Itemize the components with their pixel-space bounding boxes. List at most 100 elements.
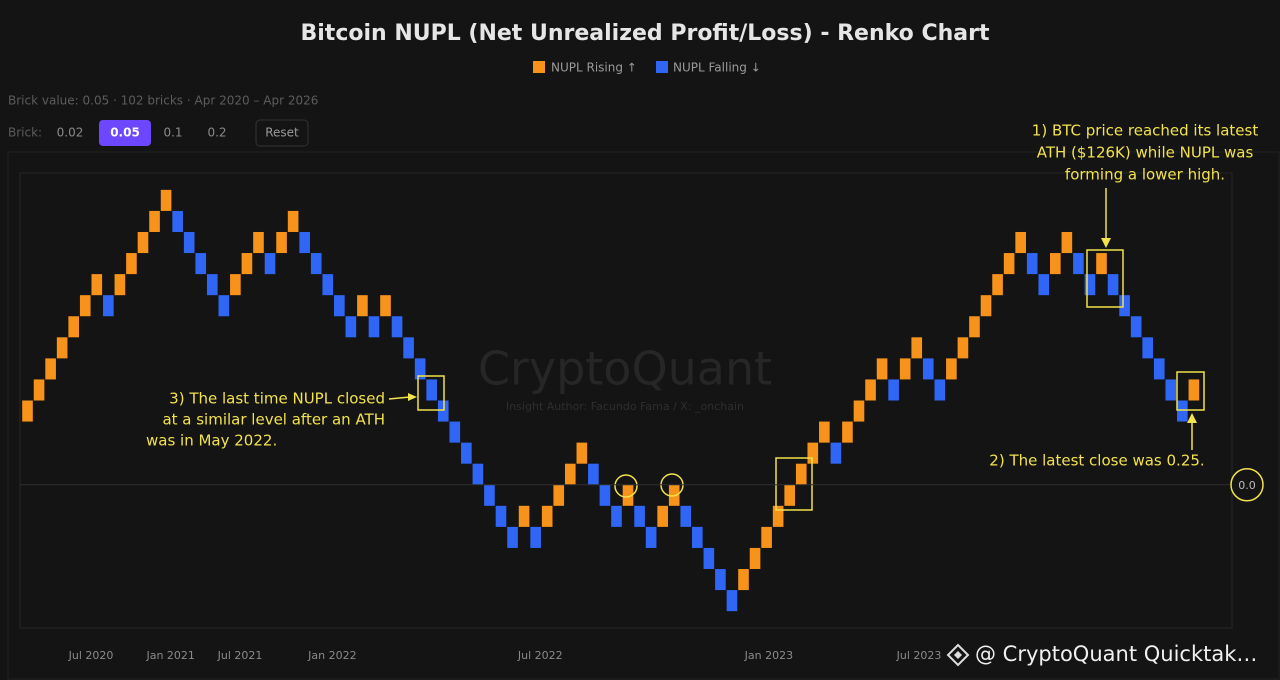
brick	[634, 505, 645, 527]
brick	[541, 505, 553, 527]
brick	[553, 484, 565, 506]
brick	[103, 295, 114, 317]
brick	[922, 358, 934, 380]
brick	[1188, 379, 1200, 401]
brick	[472, 463, 484, 485]
reset-button[interactable]	[255, 119, 309, 147]
brick	[195, 253, 207, 275]
brick	[449, 421, 461, 443]
brick	[819, 421, 830, 443]
brick	[911, 337, 923, 359]
brick	[518, 505, 530, 527]
brick	[795, 463, 807, 485]
brick	[461, 442, 472, 464]
brick	[1130, 316, 1142, 338]
brick	[1038, 274, 1050, 296]
arrow-head	[1101, 238, 1111, 248]
brick	[865, 379, 876, 401]
brick	[230, 274, 241, 296]
brick	[599, 484, 611, 506]
highlight-box	[775, 457, 813, 511]
y-tick-badge	[1230, 468, 1264, 502]
brick	[853, 400, 865, 422]
info-line: Brick value: 0.05 · 102 bricks · Apr 202…	[8, 94, 318, 108]
brick	[888, 379, 899, 401]
watermark: CryptoQuant	[478, 342, 772, 396]
plot-area	[19, 172, 1233, 629]
brick-label: Brick:	[8, 126, 42, 140]
brick	[749, 547, 761, 570]
x-tick-label: Jan 2022	[307, 649, 356, 662]
x-tick-label: Jul 2021	[217, 649, 263, 662]
annotation-line: 3) The last time NUPL closed	[169, 390, 385, 408]
brick	[1119, 295, 1130, 317]
x-tick-label: Jul 2020	[68, 649, 114, 662]
brick	[703, 547, 715, 570]
brick	[611, 505, 622, 527]
brick	[287, 210, 299, 232]
brick-option: 0.1	[163, 126, 182, 140]
legend-swatch	[656, 61, 668, 73]
x-tick-label: Jul 2023	[896, 649, 942, 662]
brick	[1061, 231, 1073, 254]
brick	[622, 484, 634, 506]
brick	[772, 505, 784, 527]
annotation-line: at a similar level after an ATH	[162, 411, 385, 429]
highlight-box	[1176, 371, 1205, 411]
legend-swatch	[533, 61, 545, 73]
brick	[403, 337, 414, 359]
brick	[22, 400, 33, 422]
annotation-line: was in May 2022.	[146, 432, 277, 450]
arrow	[388, 396, 411, 400]
brick	[137, 231, 149, 254]
brick	[437, 400, 449, 422]
highlight-box	[417, 375, 445, 411]
brick	[310, 253, 322, 275]
brick	[957, 337, 969, 359]
arrow-head	[1187, 413, 1197, 423]
brick	[345, 316, 357, 338]
brick	[564, 463, 576, 485]
brick	[726, 590, 738, 612]
brick	[1153, 358, 1165, 380]
brick	[588, 463, 599, 485]
brick	[830, 442, 842, 464]
brick	[172, 210, 183, 232]
brick-option: 0.02	[57, 126, 84, 140]
brick	[1026, 253, 1038, 275]
highlight-box	[1086, 249, 1124, 308]
annotation-line: ATH ($126K) while NUPL was	[1037, 144, 1254, 162]
brick	[206, 274, 218, 296]
brick	[899, 358, 911, 380]
brick	[980, 295, 992, 317]
legend-label: NUPL Rising ↑	[551, 61, 637, 75]
brick-controls: 0.02 0.05 0.1 0.2	[57, 120, 227, 146]
brick	[160, 189, 172, 211]
brick	[56, 337, 68, 359]
footer-logo	[946, 643, 970, 667]
brick	[738, 569, 749, 591]
brick	[114, 274, 126, 296]
brick	[1142, 337, 1154, 359]
bricks	[22, 189, 1200, 612]
brick	[1015, 231, 1026, 254]
brick	[495, 505, 507, 527]
brick	[299, 231, 310, 254]
arrow-head	[408, 393, 417, 401]
brick-button[interactable]	[99, 120, 151, 146]
brick	[1165, 379, 1177, 401]
brick	[45, 358, 56, 380]
brick	[842, 421, 853, 443]
brick	[264, 253, 276, 275]
annotation-line: 2) The latest close was 0.25.	[989, 452, 1204, 470]
brick	[761, 526, 772, 548]
annotation-line: 1) BTC price reached its latest	[1032, 122, 1259, 140]
watermark-sub: Insight Author: Facundo Fama / X: _oncha…	[506, 400, 744, 413]
legend-label: NUPL Falling ↓	[673, 61, 761, 75]
x-tick-label: Jan 2021	[145, 649, 194, 662]
reset-label: Reset	[265, 126, 299, 140]
brick	[79, 295, 91, 317]
brick	[380, 295, 391, 317]
